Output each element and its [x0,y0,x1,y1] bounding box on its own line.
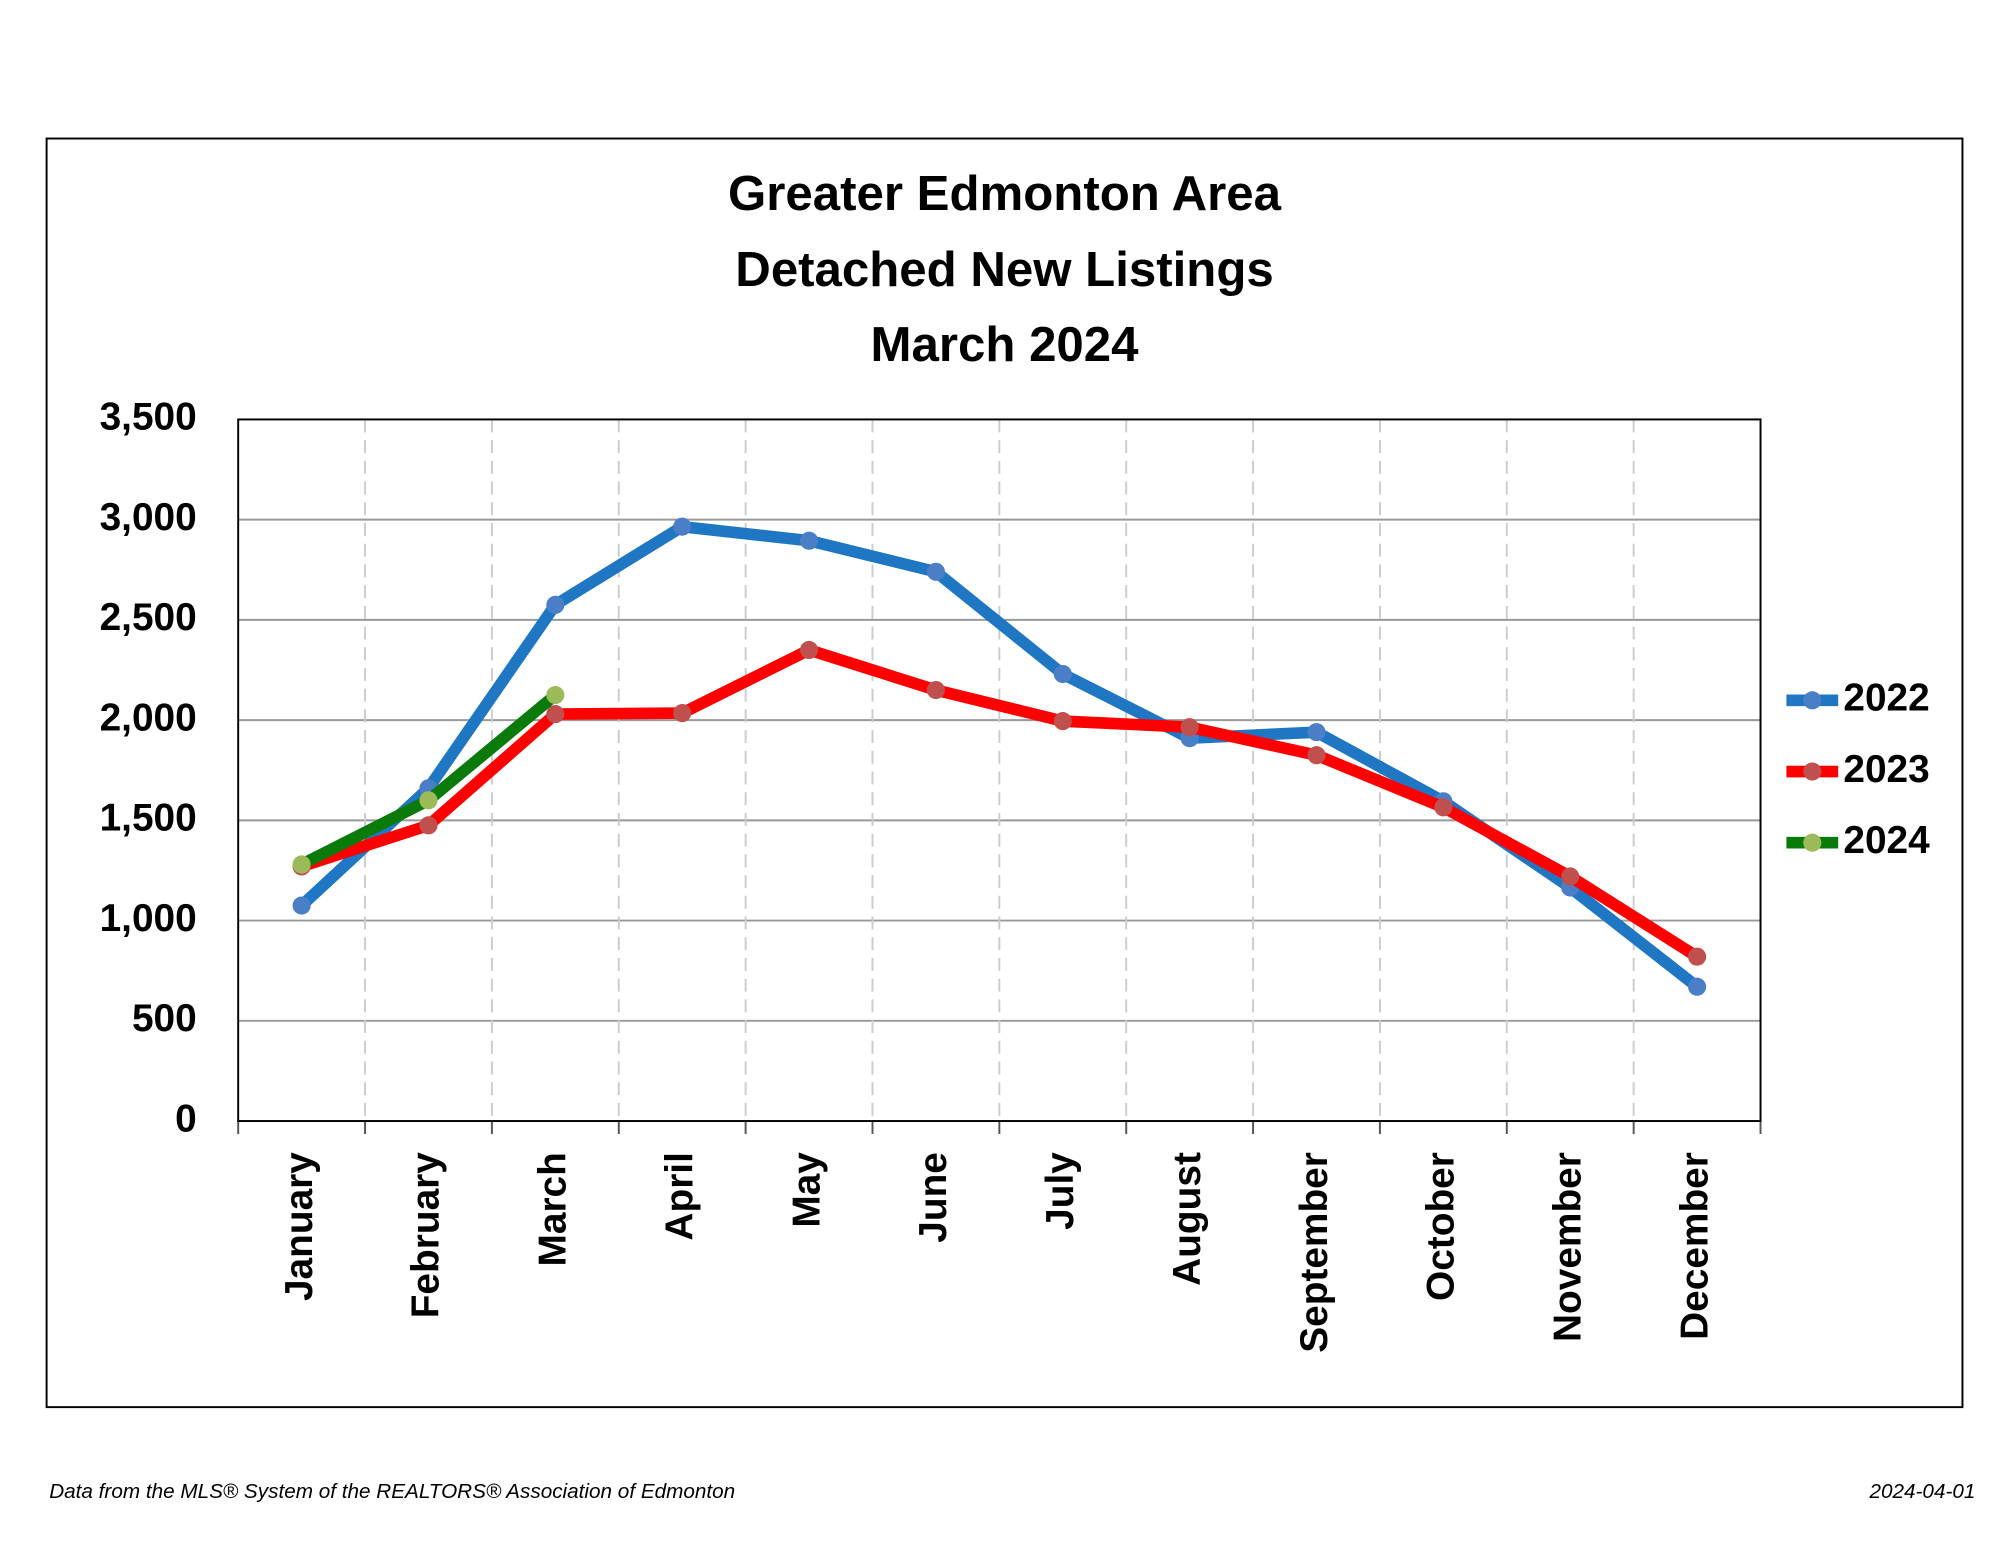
x-tick-label: May [785,1152,828,1228]
x-tick-label: March [532,1152,575,1266]
x-tick-label: October [1420,1152,1463,1301]
legend-marker [1803,833,1822,852]
point [419,816,438,835]
chart-border [45,137,1964,1409]
legend-label: 2022 [1843,677,1929,720]
x-tick-label: November [1546,1152,1589,1342]
point [419,791,438,810]
y-tick-label: 2,500 [100,596,197,639]
chart-title: Detached New Listings [735,242,1273,297]
point [800,640,819,660]
chart-title: Greater Edmonton Area [728,166,1282,221]
point [673,517,692,536]
x-tick-label: January [278,1152,321,1301]
y-tick-label: 1,000 [100,897,197,940]
point [1688,977,1707,996]
point [546,685,565,705]
series-line [299,644,1701,962]
x-tick-label: August [1166,1152,1209,1286]
legend-marker [1803,762,1822,781]
point [926,680,945,700]
point [1561,867,1580,886]
point [292,855,311,874]
legend-label: 2024 [1843,819,1930,862]
point [1053,712,1072,731]
point [673,704,692,723]
y-tick-label: 500 [132,997,197,1040]
point [292,896,311,915]
x-tick-label: February [405,1152,448,1319]
y-tick-label: 1,500 [100,797,197,840]
y-tick-label: 2,000 [100,696,197,739]
plot-area [237,418,1762,1123]
x-tick-label: September [1293,1152,1336,1353]
point [546,705,565,724]
legend-label: 2023 [1843,748,1929,791]
y-tick-label: 3,000 [100,496,197,539]
x-tick-label: December [1673,1152,1716,1340]
y-tick-label: 3,500 [100,396,197,439]
point [926,562,945,581]
date-note: 2024-04-01 [1868,1480,1975,1503]
x-tick-label: July [1039,1152,1082,1230]
legend-marker [1803,691,1822,710]
point [1434,798,1453,817]
point [1307,723,1326,742]
point [1053,664,1072,684]
x-tick-label: April [658,1152,701,1240]
y-tick-label: 0 [175,1097,197,1140]
point [800,531,819,550]
point [1307,746,1326,765]
chart-title: March 2024 [871,317,1140,372]
point [1180,718,1199,737]
point [546,595,565,614]
point [1688,947,1707,966]
source-note: Data from the MLS® System of the REALTOR… [49,1480,735,1503]
x-tick-label: June [912,1152,955,1243]
